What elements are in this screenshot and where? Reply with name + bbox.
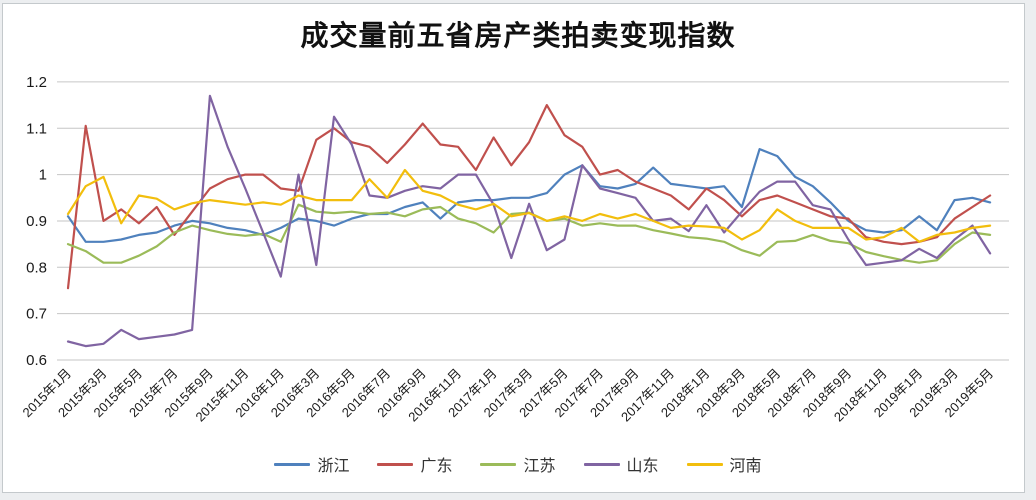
chart-title: 成交量前五省房产类拍卖变现指数 xyxy=(300,20,736,51)
legend-swatch xyxy=(686,462,723,466)
legend-item-河南: 河南 xyxy=(686,452,762,476)
legend-label: 山东 xyxy=(626,458,659,475)
legend-label: 河南 xyxy=(729,458,762,475)
y-tick-label: 1 xyxy=(39,167,47,184)
legend-item-江苏: 江苏 xyxy=(480,452,556,476)
legend-swatch xyxy=(480,462,517,466)
y-tick-label: 0.7 xyxy=(26,306,47,323)
legend-item-浙江: 浙江 xyxy=(274,452,349,476)
series-line-浙江 xyxy=(66,148,992,243)
legend-label: 广东 xyxy=(420,458,453,475)
series-line-广东 xyxy=(66,103,992,290)
legend-label: 浙江 xyxy=(317,458,350,475)
series-line-河南 xyxy=(66,168,992,243)
y-tick-label: 0.8 xyxy=(26,259,47,276)
legend-swatch xyxy=(377,462,414,466)
y-tick-label: 0.9 xyxy=(26,213,47,230)
legend-swatch xyxy=(583,462,620,466)
line-chart-canvas: 0.60.70.80.911.11.22015年1月2015年3月2015年5月… xyxy=(20,74,1009,425)
legend-item-山东: 山东 xyxy=(583,452,659,476)
y-tick-label: 1.1 xyxy=(26,120,47,137)
y-tick-label: 1.2 xyxy=(26,74,47,91)
legend-swatch xyxy=(274,462,311,466)
legend-item-广东: 广东 xyxy=(377,452,452,476)
y-tick-label: 0.6 xyxy=(26,352,47,369)
chart-legend: 浙江 广东 江苏 山东 河南 xyxy=(0,452,1036,476)
legend-label: 江苏 xyxy=(523,458,556,475)
series-line-山东 xyxy=(66,94,992,348)
